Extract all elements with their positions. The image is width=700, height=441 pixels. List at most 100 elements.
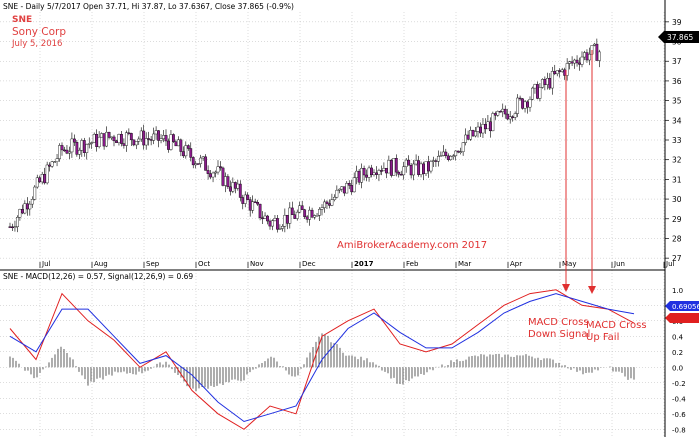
candle-body [516,97,520,114]
candle-body [149,139,153,141]
candle-body [491,113,495,132]
candle-body [253,201,257,203]
candle-body [226,176,230,188]
candle-body [206,170,210,174]
candle-body [273,218,277,221]
signal-value-tag: 0.57 [665,313,699,323]
candle-body [308,209,312,220]
candle-body [283,214,287,227]
candle-body [501,108,505,112]
candle-body [40,174,44,183]
macd-tick-label: 0.4 [672,333,684,341]
candle-body [30,199,34,205]
candle-body [345,183,349,194]
candle-body [422,163,425,174]
candle-body [65,149,69,154]
candle-body [137,138,141,142]
candle-body [263,215,267,219]
candle-body [110,136,113,139]
candle-body [488,121,492,132]
candle-body [241,197,245,204]
candle-body [48,164,52,167]
candle-body [107,131,111,138]
date-label: July 5, 2016 [11,39,62,49]
candle-body [221,167,225,186]
candle-body [115,140,118,143]
candle-body [511,116,515,118]
candle-body [503,108,507,115]
candle-body [8,226,12,228]
last-price-value: 37.865 [667,33,693,42]
candle-body [105,131,108,147]
candle-body [375,172,378,175]
candle-body [134,141,138,146]
candle-body [147,138,151,140]
candle-body [357,170,361,183]
candle-body [597,51,601,61]
price-tick-label: 28 [672,234,682,243]
candle-body [219,166,222,169]
candle-body [558,70,562,72]
candle-body [117,134,121,143]
candle-body [449,156,453,160]
candle-body [380,170,383,172]
candle-body [372,172,376,176]
candle-body [575,59,579,64]
candle-body [592,43,596,46]
candle-body [45,164,49,184]
candle-body [429,161,433,172]
month-tick-label: Nov [250,260,264,268]
candle-body [444,151,448,157]
macd-value-tag: 0.69056 [665,301,700,311]
macd-lines [9,289,635,430]
candle-body [132,139,136,146]
candle-body [169,134,173,150]
candle-body [384,167,388,174]
price-tick-label: 36 [672,77,682,86]
candle-body [154,130,158,135]
candle-body [414,160,418,165]
candle-body [268,220,272,227]
candle-body [315,215,319,217]
candle-body [454,150,458,157]
candle-body [199,157,203,164]
ticker-label: SNE [12,15,32,25]
candle-body [238,183,242,198]
candle-body [355,170,359,178]
candle-body [523,101,527,109]
candle-body [404,159,408,167]
annotation-cross-up-2: Up Fail [586,332,619,343]
candle-body [85,144,89,153]
candle-body [209,173,212,178]
price-tick-label: 34 [672,116,682,125]
price-tick-label: 30 [672,195,682,204]
candle-body [300,205,304,210]
candle-body [266,215,269,222]
candle-body [479,126,482,134]
candle-body [20,209,24,214]
candle-body [434,160,438,162]
candle-body [360,168,364,183]
candle-body [216,166,220,173]
candle-body [152,133,156,141]
month-tick-label: Sep [146,260,160,268]
candle-body [127,132,131,134]
candle-body [330,199,334,206]
candle-body [439,155,443,157]
price-tick-label: 39 [672,18,682,27]
month-tick-label: Jul [41,260,51,268]
candle-body [246,194,250,200]
candle-body [35,177,39,188]
candle-body [174,141,178,147]
candle-body [82,140,86,153]
candle-body [18,209,22,218]
candle-body [23,203,27,214]
annotation-cross-down-1: MACD Cross [528,317,589,328]
candle-body [295,211,299,219]
candle-body [231,182,235,192]
candle-body [142,130,146,146]
macd-tick-label: 1.0 [672,287,683,295]
candle-body [424,161,428,174]
